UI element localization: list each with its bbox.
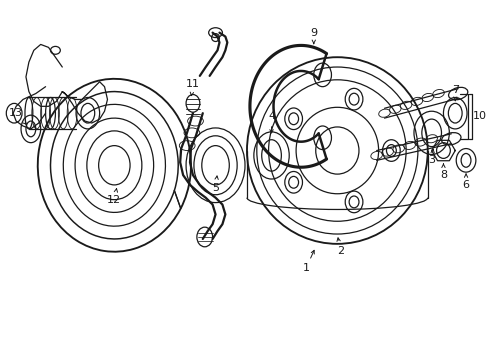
Text: 13: 13 <box>9 108 26 124</box>
Text: 9: 9 <box>309 28 317 44</box>
Text: 5: 5 <box>212 176 219 193</box>
Text: 4: 4 <box>267 111 275 133</box>
Text: 2: 2 <box>336 238 343 256</box>
Text: 12: 12 <box>107 189 121 204</box>
Text: 8: 8 <box>439 164 446 180</box>
Text: 3: 3 <box>427 149 434 165</box>
Text: 1: 1 <box>302 250 314 273</box>
Text: 11: 11 <box>185 79 200 96</box>
Text: 10: 10 <box>472 111 486 121</box>
Text: 6: 6 <box>462 174 468 190</box>
Text: 7: 7 <box>451 85 458 100</box>
